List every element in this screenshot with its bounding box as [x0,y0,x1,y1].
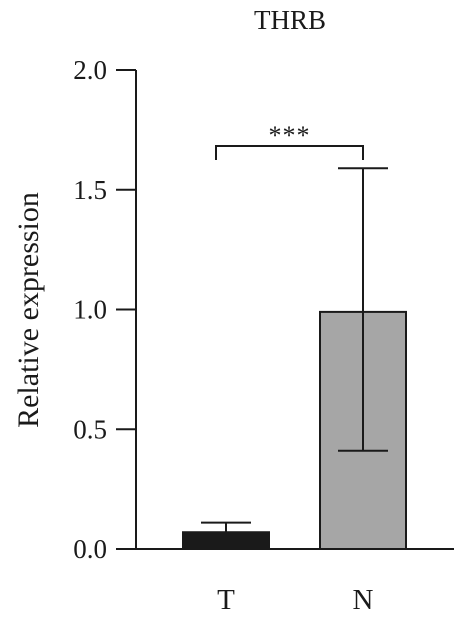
y-tick-label: 2.0 [73,55,107,85]
x-tick-label-T: T [217,584,235,616]
significance-annotations: *** [215,121,364,160]
y-tick-label: 1.0 [73,295,107,325]
significance-bracket [215,145,364,160]
chart-title: THRB [254,5,326,35]
y-ticks: 0.0 0.5 1.0 1.5 2.0 [73,55,136,564]
x-tick-label-N: N [353,584,374,616]
y-tick-label: 0.0 [73,534,107,564]
bars [182,310,407,550]
significance-label: *** [269,121,311,150]
y-tick-label: 0.5 [73,414,107,444]
bar-T [182,531,270,550]
error-bars [201,167,388,533]
y-tick-label: 1.5 [73,175,107,205]
y-axis-label: Relative expression [12,192,45,428]
